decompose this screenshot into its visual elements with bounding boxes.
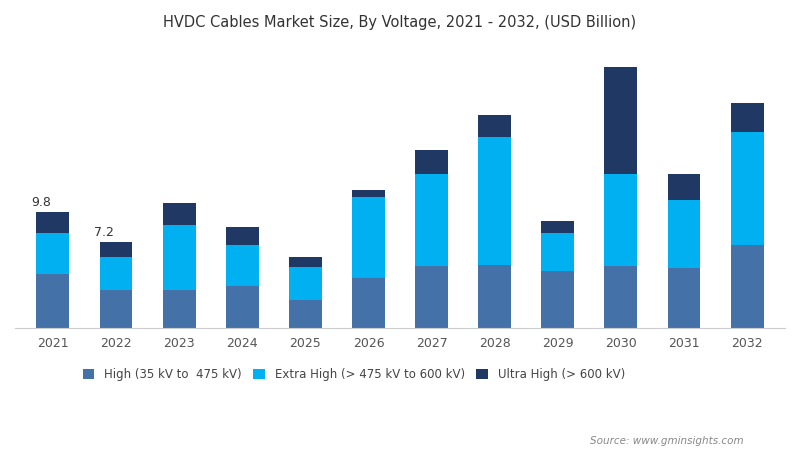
Bar (668, 174, 701, 200)
Bar (226, 245, 258, 286)
Bar (478, 115, 511, 137)
Bar (99, 256, 132, 290)
Bar (226, 227, 258, 245)
Bar (542, 233, 574, 271)
Bar (352, 190, 385, 198)
Title: HVDC Cables Market Size, By Voltage, 2021 - 2032, (USD Billion): HVDC Cables Market Size, By Voltage, 202… (163, 15, 637, 30)
Text: Source: www.gminsights.com: Source: www.gminsights.com (590, 436, 744, 446)
Bar (478, 137, 511, 265)
Bar (542, 271, 574, 328)
Bar (37, 212, 70, 233)
Bar (162, 225, 195, 290)
Bar (542, 221, 574, 233)
Bar (478, 265, 511, 328)
Bar (226, 286, 258, 328)
Bar (99, 243, 132, 256)
Bar (289, 267, 322, 301)
Bar (352, 278, 385, 328)
Bar (37, 274, 70, 328)
Legend: High (35 kV to  475 kV), Extra High (> 475 kV to 600 kV), Ultra High (> 600 kV): High (35 kV to 475 kV), Extra High (> 47… (82, 369, 625, 381)
Bar (415, 174, 448, 266)
Bar (730, 132, 763, 245)
Bar (668, 269, 701, 328)
Bar (730, 103, 763, 132)
Bar (605, 68, 638, 174)
Bar (730, 245, 763, 328)
Bar (289, 301, 322, 328)
Bar (289, 256, 322, 267)
Bar (605, 174, 638, 266)
Bar (352, 198, 385, 278)
Bar (99, 290, 132, 328)
Bar (415, 150, 448, 174)
Bar (668, 200, 701, 269)
Bar (37, 233, 70, 274)
Bar (162, 290, 195, 328)
Bar (415, 266, 448, 328)
Text: 9.8: 9.8 (30, 196, 50, 209)
Text: 7.2: 7.2 (94, 226, 114, 239)
Bar (605, 266, 638, 328)
Bar (162, 203, 195, 225)
